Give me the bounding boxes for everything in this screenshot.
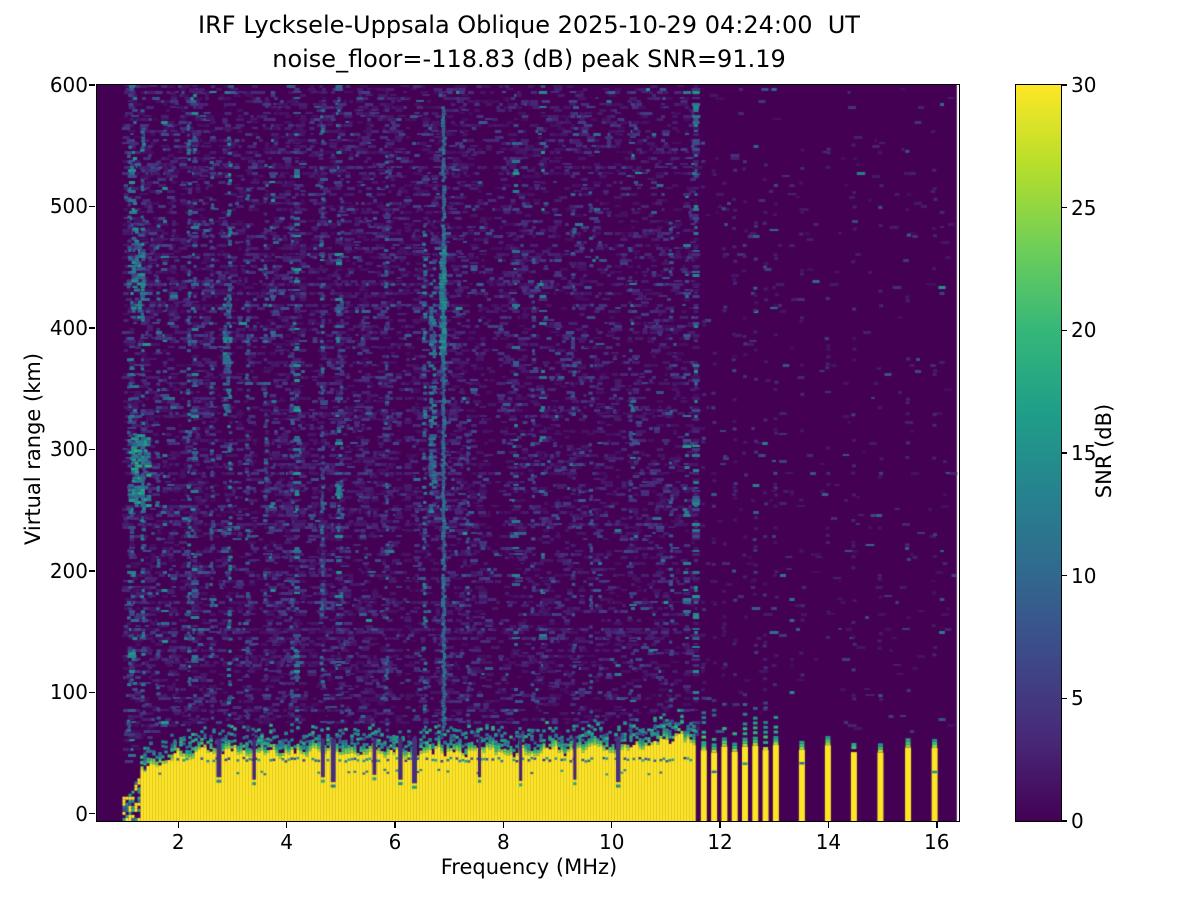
- colorbar-tick-label: 10: [1071, 563, 1097, 588]
- colorbar-tick-label: 0: [1071, 809, 1084, 833]
- x-tick-label: 8: [496, 830, 510, 854]
- colorbar-tick-mark: [1062, 329, 1067, 332]
- colorbar-tick-mark: [1062, 84, 1067, 86]
- y-axis-label: Virtual range (km): [21, 352, 45, 546]
- x-tick-label: 14: [815, 830, 842, 854]
- x-tick-mark: [394, 822, 396, 828]
- y-tick-mark: [89, 448, 95, 451]
- x-tick-mark: [285, 822, 288, 828]
- x-tick-mark: [610, 822, 613, 828]
- ionogram-heatmap-canvas: [97, 85, 959, 821]
- y-tick-label: 0: [75, 801, 88, 826]
- colorbar-tick-mark: [1062, 697, 1067, 700]
- y-tick-label: 100: [49, 680, 88, 705]
- colorbar-label: SNR (dB): [1092, 403, 1116, 499]
- x-tick-mark: [827, 822, 830, 828]
- y-tick-mark: [89, 691, 95, 693]
- title-line-2: noise_floor=-118.83 (dB) peak SNR=91.19: [272, 45, 786, 73]
- colorbar: [1015, 84, 1062, 822]
- y-tick-mark: [89, 205, 95, 208]
- colorbar-tick-label: 15: [1071, 441, 1097, 465]
- x-tick-label: 16: [924, 830, 950, 854]
- y-tick-mark: [89, 327, 95, 329]
- colorbar-tick-label: 20: [1071, 318, 1097, 343]
- y-tick-label: 200: [49, 558, 88, 583]
- x-tick-mark: [936, 822, 938, 828]
- colorbar-tick-mark: [1062, 206, 1067, 209]
- colorbar-tick-label: 25: [1071, 195, 1097, 220]
- title-line-1: IRF Lycksele-Uppsala Oblique 2025-10-29 …: [198, 11, 860, 39]
- y-tick-label: 400: [49, 315, 88, 340]
- y-tick-label: 300: [49, 437, 88, 462]
- x-tick-mark: [502, 822, 505, 828]
- colorbar-tick-label: 30: [1071, 73, 1097, 97]
- colorbar-tick-mark: [1062, 452, 1067, 454]
- colorbar-tick-label: 5: [1071, 686, 1084, 711]
- figure-title: IRF Lycksele-Uppsala Oblique 2025-10-29 …: [97, 8, 961, 76]
- y-tick-label: 500: [49, 194, 88, 219]
- x-tick-label: 2: [171, 830, 185, 854]
- y-tick-mark: [89, 84, 95, 86]
- x-tick-label: 6: [388, 830, 402, 854]
- x-tick-label: 10: [598, 830, 625, 854]
- x-tick-mark: [719, 822, 721, 828]
- plot-area: [96, 84, 960, 822]
- y-tick-mark: [89, 812, 95, 815]
- x-axis-label: Frequency (MHz): [440, 855, 618, 879]
- x-tick-mark: [177, 822, 180, 828]
- x-tick-label: 4: [280, 830, 293, 854]
- y-tick-label: 600: [49, 73, 88, 97]
- colorbar-tick-mark: [1062, 574, 1067, 577]
- x-tick-label: 12: [707, 830, 733, 854]
- y-tick-mark: [89, 570, 95, 572]
- colorbar-tick-mark: [1062, 820, 1067, 822]
